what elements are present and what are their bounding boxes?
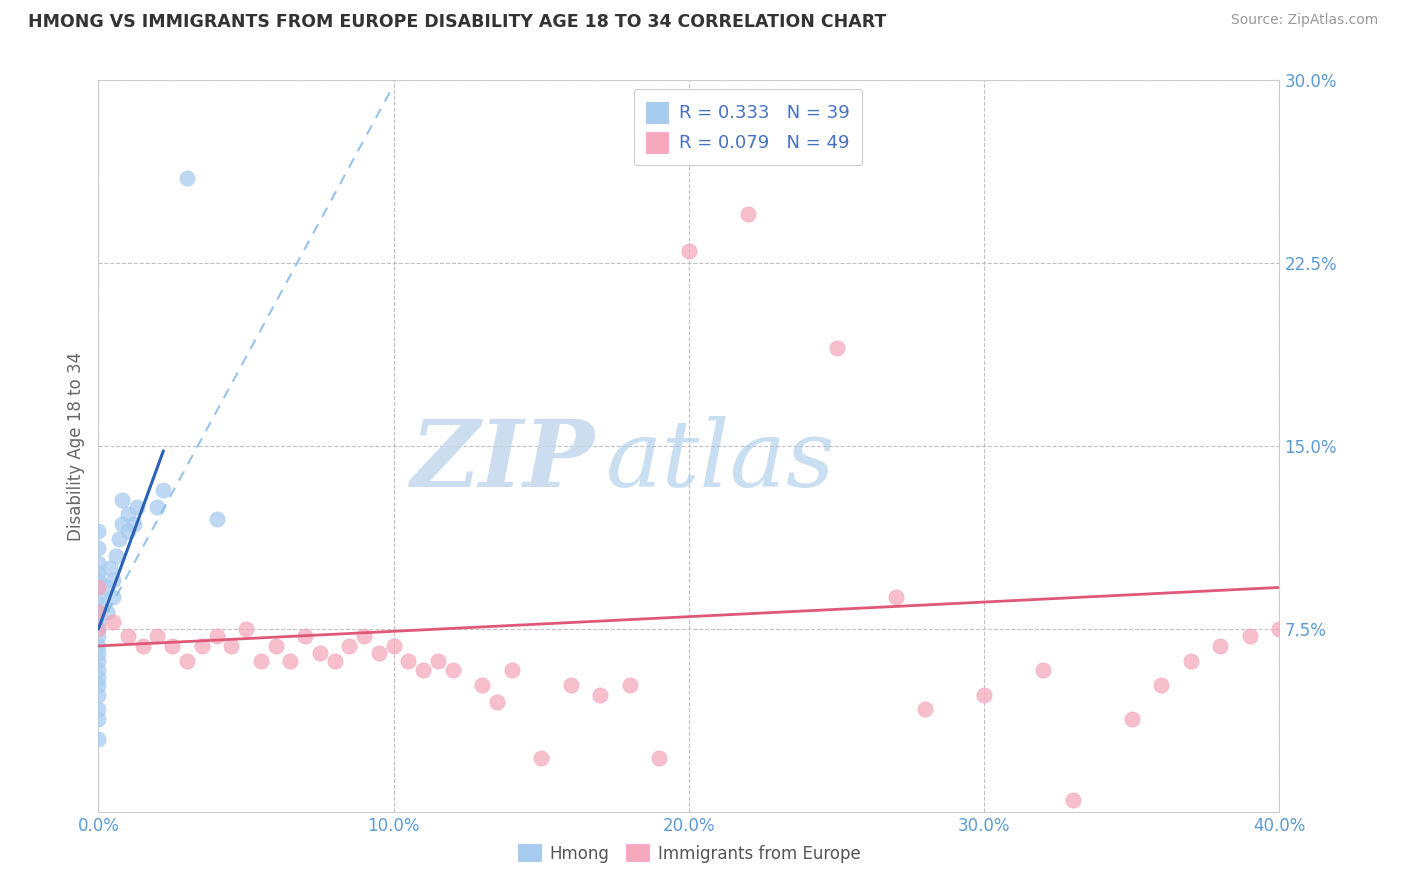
Point — [87, 671, 110, 685]
Point — [560, 678, 582, 692]
Point — [1150, 678, 1173, 692]
Point — [1209, 639, 1232, 653]
Point — [87, 622, 110, 636]
Point — [1180, 654, 1202, 668]
Point — [87, 654, 110, 668]
Point — [87, 678, 110, 692]
Point — [96, 605, 118, 619]
Point — [353, 629, 375, 643]
Point — [87, 573, 110, 587]
Point — [1268, 622, 1291, 636]
Point — [87, 581, 110, 595]
Text: atlas: atlas — [606, 416, 835, 506]
Y-axis label: Disability Age 18 to 34: Disability Age 18 to 34 — [66, 351, 84, 541]
Point — [264, 639, 287, 653]
Point — [117, 508, 139, 522]
Point — [87, 590, 110, 604]
Point — [103, 573, 125, 587]
Point — [98, 561, 121, 575]
Point — [87, 605, 110, 619]
Point — [87, 541, 110, 556]
Point — [337, 639, 360, 653]
Point — [87, 556, 110, 570]
Text: Source: ZipAtlas.com: Source: ZipAtlas.com — [1230, 13, 1378, 28]
Point — [1032, 663, 1054, 677]
Point — [103, 590, 125, 604]
Point — [825, 342, 848, 356]
Point — [471, 678, 494, 692]
Point — [427, 654, 450, 668]
Point — [619, 678, 641, 692]
Point — [1062, 792, 1084, 806]
Point — [382, 639, 405, 653]
Point — [87, 598, 110, 612]
Point — [87, 688, 110, 702]
Point — [117, 524, 139, 539]
Point — [530, 751, 553, 765]
Point — [309, 646, 332, 660]
Point — [87, 566, 110, 580]
Point — [87, 702, 110, 716]
Point — [914, 702, 936, 716]
Text: HMONG VS IMMIGRANTS FROM EUROPE DISABILITY AGE 18 TO 34 CORRELATION CHART: HMONG VS IMMIGRANTS FROM EUROPE DISABILI… — [28, 13, 887, 31]
Point — [162, 639, 183, 653]
Point — [486, 695, 509, 709]
Point — [87, 712, 110, 726]
Point — [87, 605, 110, 619]
Point — [219, 639, 242, 653]
Point — [648, 751, 671, 765]
Point — [122, 516, 145, 531]
Point — [108, 532, 131, 546]
Point — [146, 629, 169, 643]
Point — [205, 629, 228, 643]
Point — [132, 639, 155, 653]
Point — [191, 639, 214, 653]
Point — [396, 654, 419, 668]
Point — [737, 207, 759, 221]
Point — [235, 622, 257, 636]
Point — [205, 512, 228, 526]
Point — [87, 622, 110, 636]
Point — [441, 663, 464, 677]
Point — [176, 170, 198, 185]
Point — [87, 629, 110, 643]
Point — [152, 483, 174, 497]
Text: ZIP: ZIP — [411, 416, 595, 506]
Point — [176, 654, 198, 668]
Point — [87, 524, 110, 539]
Point — [501, 663, 523, 677]
Point — [117, 629, 139, 643]
Point — [111, 492, 134, 507]
Point — [96, 581, 118, 595]
Point — [87, 646, 110, 660]
Point — [146, 500, 169, 514]
Point — [1239, 629, 1261, 643]
Point — [87, 615, 110, 629]
Point — [111, 516, 134, 531]
Point — [678, 244, 700, 258]
Point — [973, 688, 995, 702]
Point — [87, 663, 110, 677]
Point — [323, 654, 346, 668]
Point — [589, 688, 612, 702]
Point — [125, 500, 148, 514]
Point — [1121, 712, 1143, 726]
Point — [105, 549, 128, 563]
Point — [87, 581, 110, 595]
Point — [103, 615, 125, 629]
Point — [87, 639, 110, 653]
Point — [87, 731, 110, 746]
Legend: Hmong, Immigrants from Europe: Hmong, Immigrants from Europe — [510, 838, 868, 869]
Point — [278, 654, 302, 668]
Point — [294, 629, 316, 643]
Point — [884, 590, 907, 604]
Point — [412, 663, 434, 677]
Point — [368, 646, 391, 660]
Point — [250, 654, 273, 668]
